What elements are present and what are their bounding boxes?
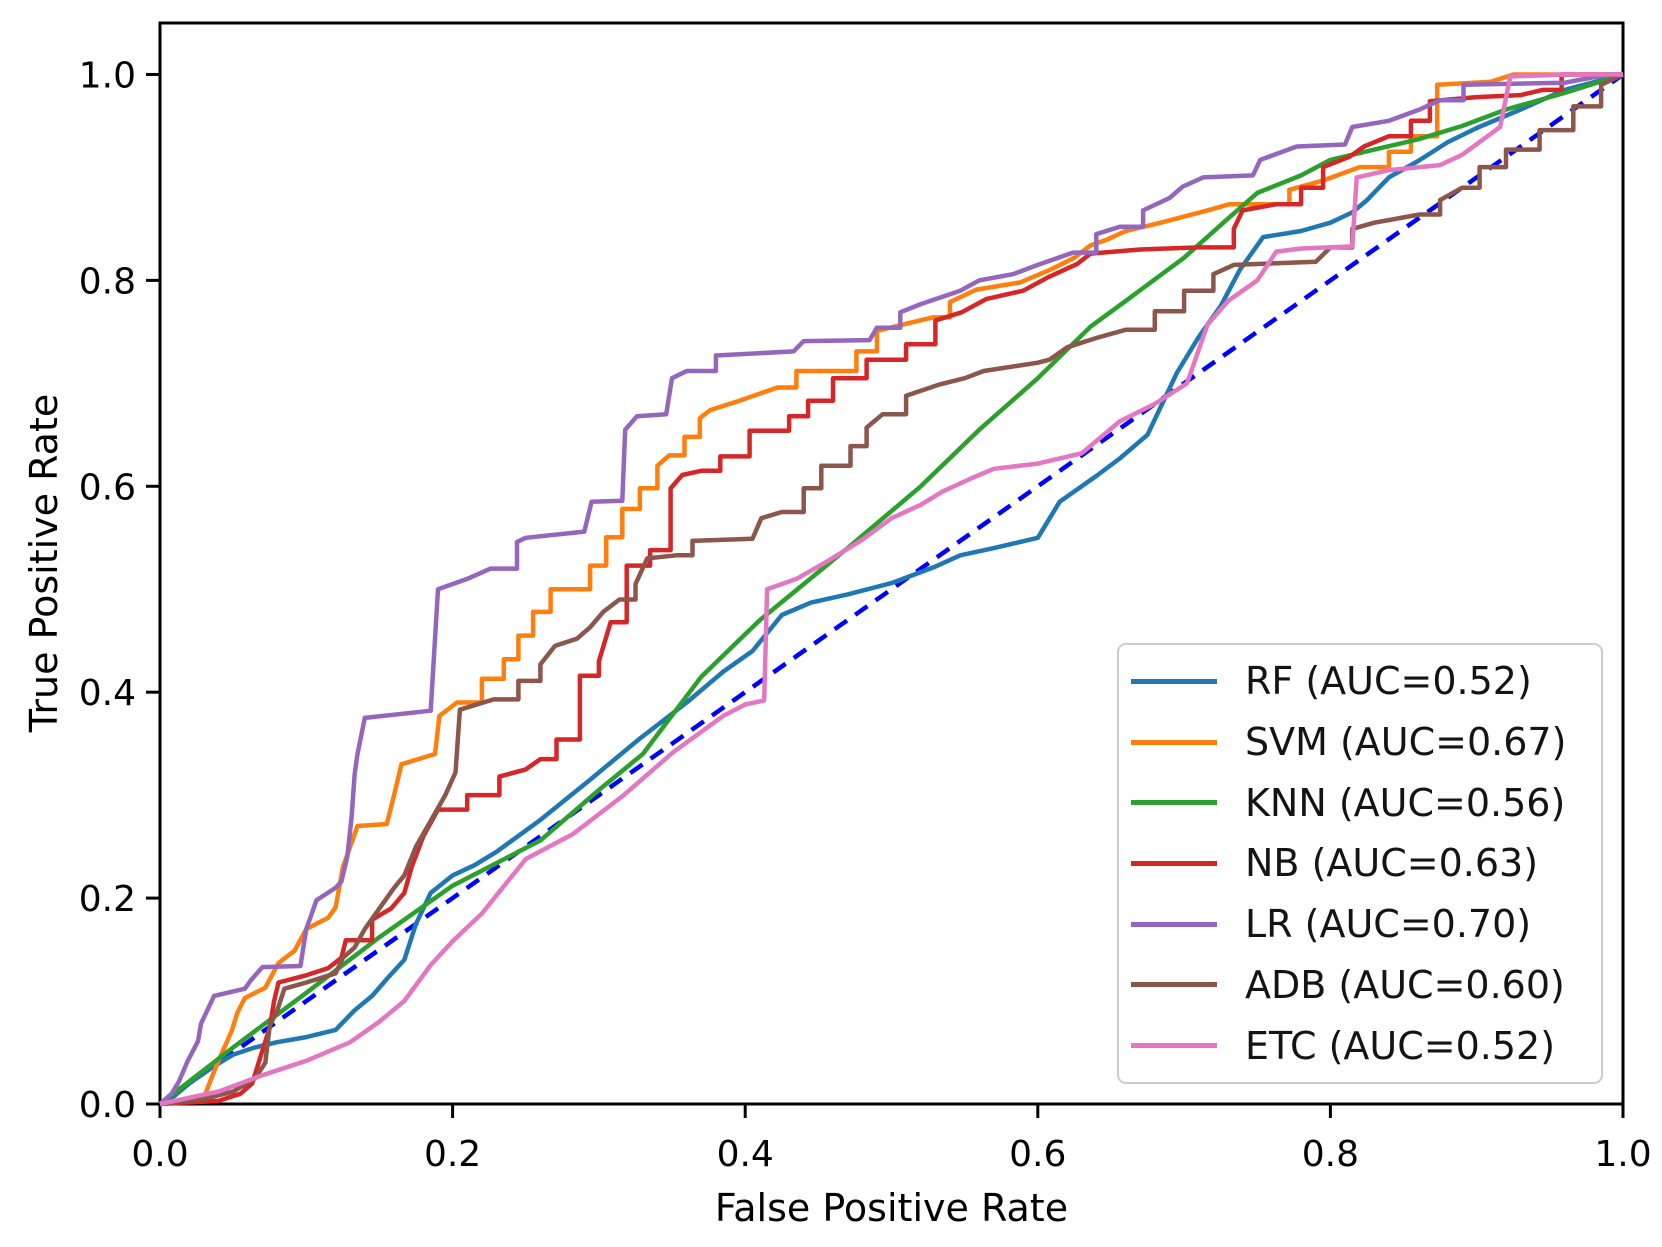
x-tick-label: 1.0 <box>1594 1134 1651 1175</box>
legend-swatch-ETC <box>1131 1043 1217 1049</box>
y-tick-label: 0.6 <box>79 467 136 508</box>
series-line-ETC <box>159 72 1623 1107</box>
x-tick-label: 0.4 <box>717 1134 774 1175</box>
legend-label: RF (AUC=0.52) <box>1245 659 1532 704</box>
y-tick-label: 0.2 <box>79 879 136 920</box>
plot-border <box>158 21 1625 1106</box>
x-tick-label: 0.2 <box>424 1134 481 1175</box>
x-tick-label: 0.0 <box>131 1134 188 1175</box>
legend-item-SVM: SVM (AUC=0.67) <box>1119 713 1601 771</box>
x-tick-label: 0.8 <box>1302 1134 1359 1175</box>
series-line-RF <box>158 72 1624 1106</box>
legend-swatch-NB <box>1131 860 1217 866</box>
legend-item-LR: LR (AUC=0.70) <box>1119 895 1601 953</box>
y-tick-label: 0.0 <box>79 1085 136 1126</box>
legend-label: SVM (AUC=0.67) <box>1245 720 1567 765</box>
series-line-NB <box>159 72 1623 1107</box>
y-axis-title: True Positive Rate <box>22 393 66 733</box>
legend-label: NB (AUC=0.63) <box>1245 841 1539 886</box>
series-line-KNN <box>158 72 1624 1106</box>
x-axis-title: False Positive Rate <box>714 1186 1069 1230</box>
legend-swatch-KNN <box>1131 800 1217 806</box>
legend-swatch-LR <box>1131 921 1217 927</box>
legend-label: LR (AUC=0.70) <box>1245 902 1532 947</box>
x-tick-label: 0.6 <box>1009 1134 1066 1175</box>
legend-swatch-RF <box>1131 678 1217 684</box>
legend-item-ADB: ADB (AUC=0.60) <box>1119 956 1601 1014</box>
legend-label: ETC (AUC=0.52) <box>1245 1023 1556 1068</box>
legend-label: ADB (AUC=0.60) <box>1245 962 1565 1007</box>
legend-swatch-SVM <box>1131 739 1217 745</box>
series-line-LR <box>158 72 1623 1106</box>
legend-item-KNN: KNN (AUC=0.56) <box>1119 774 1601 832</box>
legend-item-ETC: ETC (AUC=0.52) <box>1119 1017 1601 1075</box>
legend-item-RF: RF (AUC=0.52) <box>1119 652 1601 710</box>
legend-label: KNN (AUC=0.56) <box>1245 780 1566 825</box>
y-tick-label: 1.0 <box>79 55 136 96</box>
legend-swatch-ADB <box>1131 982 1217 988</box>
legend: RF (AUC=0.52) SVM (AUC=0.67) KNN (AUC=0.56… <box>1117 643 1603 1084</box>
y-tick-label: 0.8 <box>79 261 136 302</box>
series-line-ADB <box>159 72 1624 1107</box>
y-tick-label: 0.4 <box>79 673 136 714</box>
legend-item-NB: NB (AUC=0.63) <box>1119 834 1601 892</box>
